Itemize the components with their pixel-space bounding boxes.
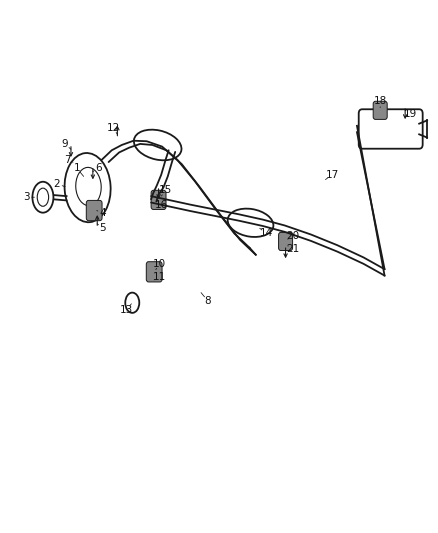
Text: 6: 6: [95, 163, 102, 173]
FancyBboxPatch shape: [146, 262, 162, 282]
Text: 3: 3: [23, 192, 30, 202]
Text: 7: 7: [64, 155, 71, 165]
Text: 5: 5: [99, 223, 106, 233]
Text: 10: 10: [153, 259, 166, 269]
FancyBboxPatch shape: [279, 232, 293, 251]
FancyBboxPatch shape: [86, 200, 102, 221]
Text: 1: 1: [73, 163, 80, 173]
Text: 16: 16: [155, 200, 168, 210]
Text: 17: 17: [325, 170, 339, 180]
Text: 15: 15: [159, 185, 172, 195]
Text: 13: 13: [120, 305, 133, 315]
Text: 4: 4: [99, 208, 106, 218]
Text: 21: 21: [286, 245, 299, 254]
FancyBboxPatch shape: [373, 101, 387, 119]
Text: 2: 2: [53, 179, 60, 189]
Text: 11: 11: [153, 272, 166, 282]
Text: 12: 12: [106, 123, 120, 133]
FancyBboxPatch shape: [151, 190, 166, 209]
Text: 20: 20: [286, 231, 299, 240]
Text: 9: 9: [61, 139, 68, 149]
Text: 14: 14: [260, 229, 273, 238]
Text: 19: 19: [404, 109, 417, 118]
Text: 8: 8: [205, 296, 212, 306]
Text: 18: 18: [374, 96, 387, 106]
